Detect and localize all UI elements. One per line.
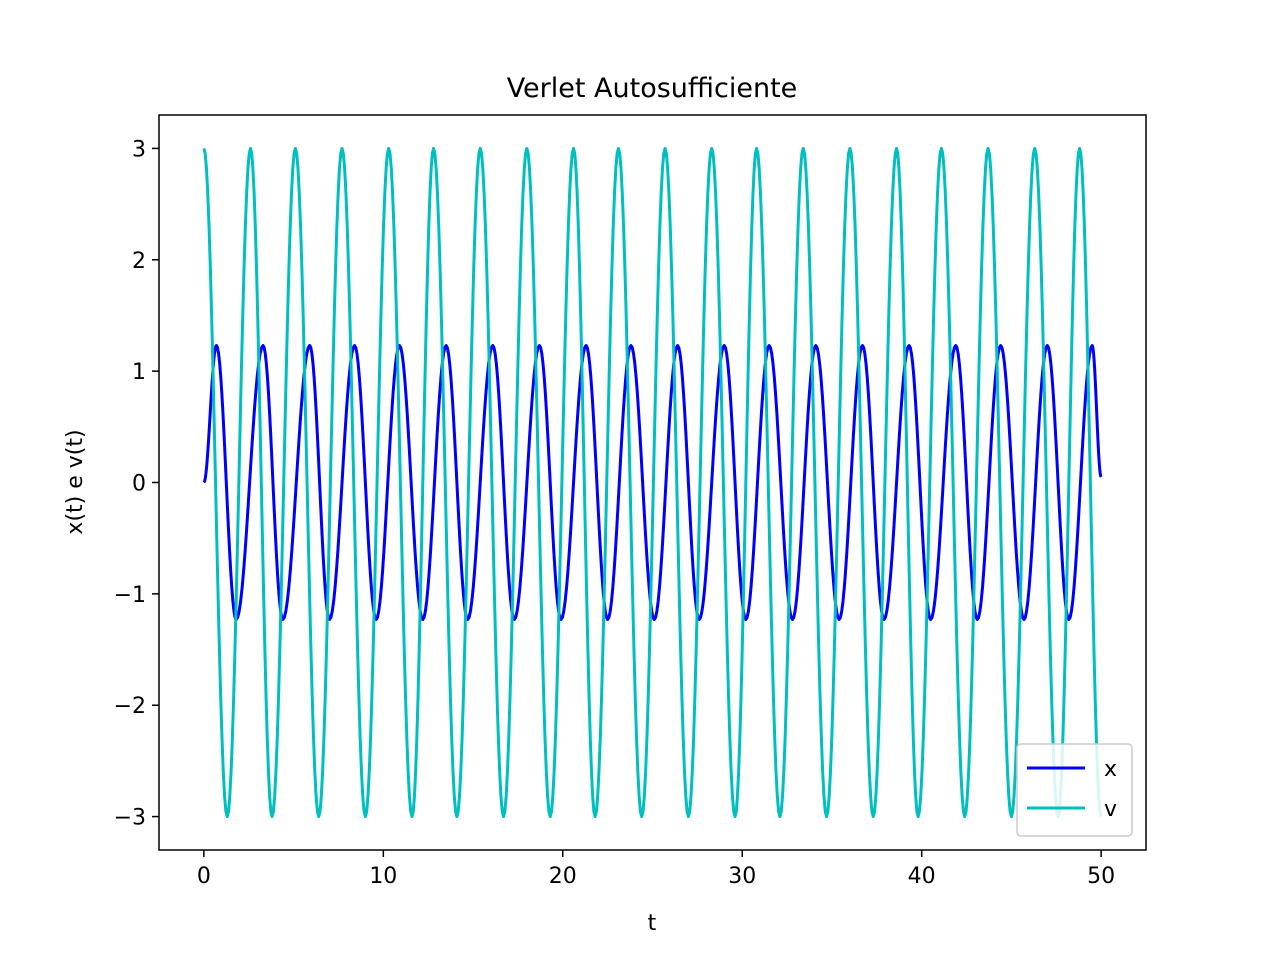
x-axis-label: t	[648, 911, 657, 936]
series-x-line	[202, 344, 1103, 621]
x-tick-label: 40	[908, 864, 936, 889]
y-axis: 3 2 1 0 −1 −2 −3	[114, 137, 159, 831]
series-layer	[202, 146, 1103, 819]
x-axis: 0 10 20 30 40 50	[197, 850, 1115, 889]
x-tick-label: 30	[728, 864, 756, 889]
y-tick-label: 2	[132, 249, 146, 274]
x-tick-label: 0	[197, 864, 211, 889]
y-tick-label: −1	[114, 583, 146, 608]
x-tick-label: 20	[549, 864, 577, 889]
y-tick-label: 3	[132, 137, 146, 162]
x-tick-label: 50	[1087, 864, 1115, 889]
y-tick-label: −3	[114, 806, 146, 831]
series-v-line	[202, 146, 1103, 819]
y-axis-label: x(t) e v(t)	[63, 429, 88, 534]
legend-label-x: x	[1104, 757, 1117, 782]
legend-label-v: v	[1104, 797, 1117, 822]
chart-title: Verlet Autosufficiente	[507, 73, 798, 104]
y-tick-label: −2	[114, 694, 146, 719]
y-tick-label: 1	[132, 360, 146, 385]
y-tick-label: 0	[132, 472, 146, 497]
x-tick-label: 10	[369, 864, 397, 889]
legend: x v	[1016, 743, 1133, 837]
